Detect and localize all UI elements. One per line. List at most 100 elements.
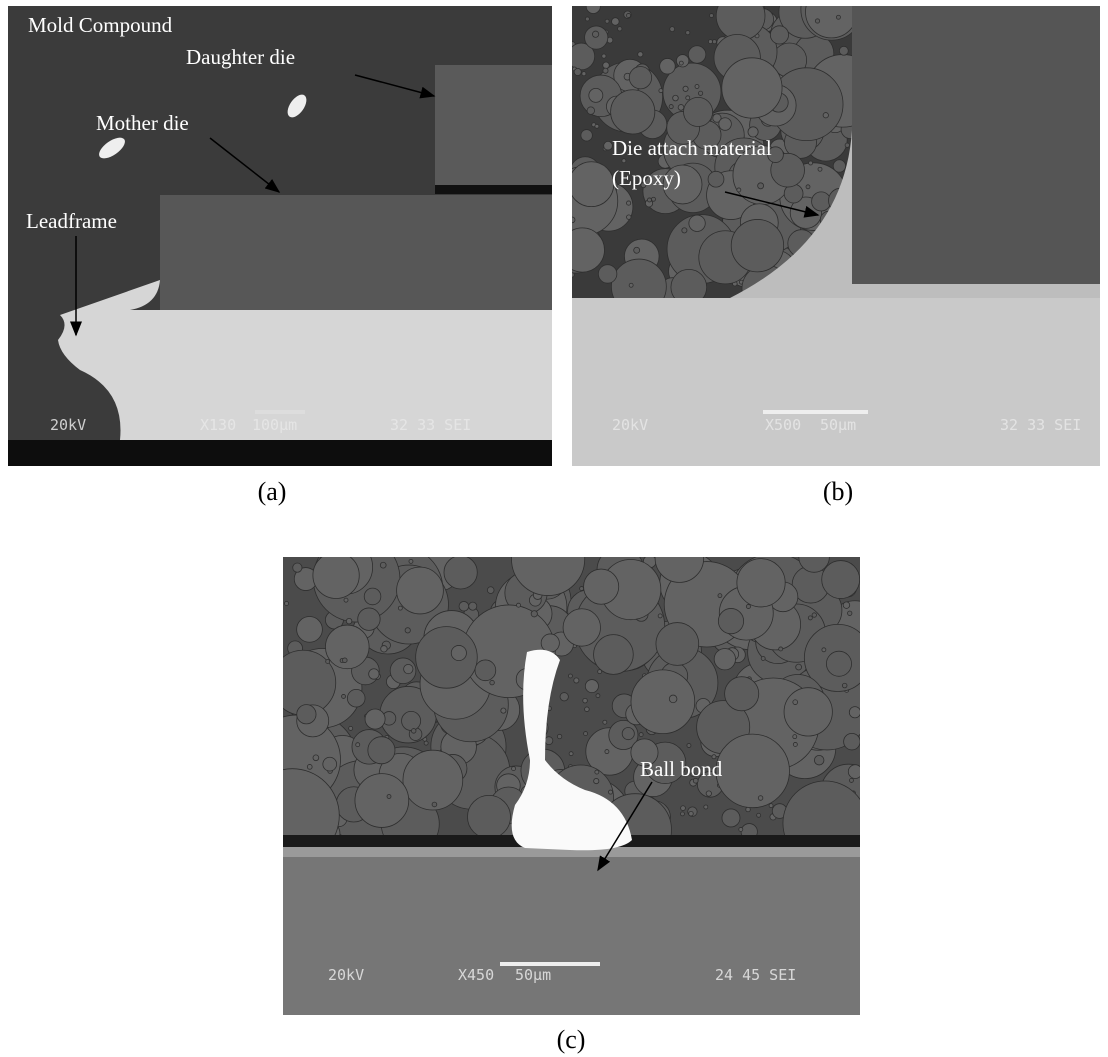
filler-particle: [531, 611, 537, 617]
filler-particle: [678, 105, 684, 111]
filler-particle: [582, 72, 586, 76]
filler-particle: [586, 0, 600, 14]
filler-particle: [398, 606, 402, 610]
filler-particle: [793, 735, 797, 739]
filler-particle: [342, 658, 347, 663]
filler-particle: [682, 228, 687, 233]
info-text: 20kV: [328, 966, 364, 984]
filler-particle: [323, 757, 337, 771]
filler-particle: [731, 219, 783, 271]
filler-particle: [808, 616, 812, 620]
filler-particle: [758, 796, 763, 801]
filler-particle: [580, 587, 584, 591]
filler-particle: [676, 55, 688, 67]
filler-particle: [714, 648, 735, 669]
filler-particle: [684, 97, 713, 126]
filler-particle: [793, 742, 797, 746]
filler-particle: [719, 118, 732, 131]
filler-particle: [843, 602, 850, 609]
filler-particle: [739, 827, 743, 831]
filler-particle: [629, 66, 651, 88]
filler-particle: [511, 522, 584, 595]
filler-particle: [839, 46, 848, 55]
filler-particle: [626, 201, 630, 205]
filler-particle: [444, 556, 477, 589]
filler-particle: [836, 15, 840, 19]
filler-particle: [409, 559, 413, 563]
filler-particle: [365, 709, 385, 729]
annotation: Leadframe: [26, 209, 117, 233]
filler-particle: [761, 656, 765, 660]
die-attach: [435, 185, 552, 194]
filler-particle: [722, 809, 740, 827]
filler-particle: [432, 802, 437, 807]
filler-particle: [815, 19, 819, 23]
filler-particle: [416, 627, 478, 689]
filler-particle: [297, 705, 316, 724]
filler-particle: [686, 96, 690, 100]
caption: (b): [823, 477, 853, 506]
filler-particle: [779, 647, 783, 651]
filler-particle: [563, 609, 600, 646]
filler-particle: [424, 741, 428, 745]
filler-particle: [358, 608, 380, 630]
info-text: 32 33 SEI: [390, 416, 471, 434]
filler-particle: [467, 795, 510, 838]
filler-particle: [725, 677, 759, 711]
filler-particle: [581, 130, 592, 141]
filler-particle: [585, 680, 598, 693]
filler-particle: [545, 737, 553, 745]
filler-particle: [516, 603, 520, 607]
filler-particle: [560, 228, 604, 272]
figure: Mold Compound Daughter die Mother die Le…: [0, 0, 1108, 1057]
filler-particle: [594, 635, 634, 675]
sem-image-b: [549, 0, 1100, 466]
filler-particle: [758, 183, 764, 189]
filler-particle: [670, 27, 675, 32]
caption: (a): [258, 477, 287, 506]
filler-particle: [346, 618, 352, 624]
filler-particle: [669, 105, 673, 109]
filler-particle: [770, 26, 788, 44]
info-text: 50µm: [820, 416, 856, 434]
die: [852, 6, 1100, 284]
filler-particle: [608, 790, 612, 794]
filler-particle: [325, 625, 369, 669]
filler-particle: [687, 743, 691, 747]
filler-particle: [627, 215, 632, 220]
filler-particle: [660, 58, 676, 74]
filler-particle: [307, 764, 312, 769]
filler-particle: [622, 728, 634, 740]
filler-particle: [784, 688, 832, 736]
filler-particle: [849, 778, 853, 782]
filler-particle: [605, 19, 609, 23]
filler-particle: [737, 559, 785, 607]
filler-particle: [658, 614, 662, 618]
filler-particle: [569, 162, 614, 207]
filler-particle: [585, 707, 590, 712]
filler-particle: [596, 694, 600, 698]
annotation: Die attach material: [612, 136, 772, 160]
filler-particle: [584, 732, 588, 736]
filler-particle: [368, 737, 395, 764]
filler-particle: [469, 602, 477, 610]
filler-particle: [647, 198, 651, 202]
filler-particle: [681, 806, 686, 811]
filler-particle: [812, 613, 816, 617]
filler-particle: [592, 31, 598, 37]
filler-particle: [848, 765, 862, 779]
filler-particle: [602, 54, 606, 58]
filler-particle: [560, 693, 568, 701]
filler-particle: [746, 604, 750, 608]
filler-particle: [659, 89, 663, 93]
filler-particle: [689, 215, 705, 231]
scale-bar: [763, 410, 868, 414]
caption: (c): [557, 1025, 586, 1054]
filler-particle: [490, 680, 495, 685]
filler-particle: [594, 778, 599, 783]
silicon: [283, 857, 860, 1015]
filler-particle: [611, 90, 655, 134]
filler-particle: [475, 660, 496, 681]
filler-particle: [541, 634, 559, 652]
filler-particle: [326, 659, 330, 663]
